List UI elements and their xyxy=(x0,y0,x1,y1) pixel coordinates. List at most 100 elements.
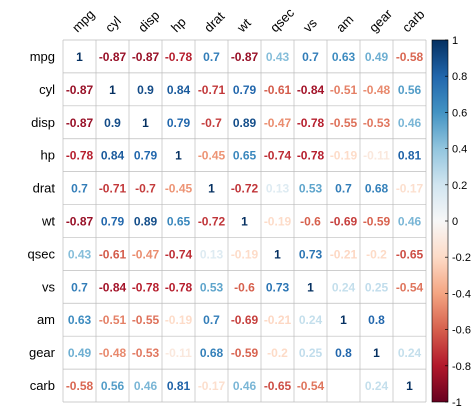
correlation-value-hp-gear: -0.11 xyxy=(363,149,390,163)
matrix-cells: 1 -0.87 -0.87 -0.78 0.7 -0.87 0.43 0.7 0.63 0.49-… xyxy=(66,50,424,393)
correlation-value-gear-am: 0.8 xyxy=(335,346,352,360)
correlation-value-wt-carb: 0.46 xyxy=(398,215,422,229)
correlation-value-qsec-wt: -0.19 xyxy=(231,247,259,261)
correlation-value-cyl-wt: 0.79 xyxy=(233,83,257,97)
correlation-value-carb-hp: 0.81 xyxy=(167,379,191,393)
correlation-value-vs-drat: 0.53 xyxy=(200,280,224,294)
correlation-value-carb-wt: 0.46 xyxy=(233,379,257,393)
correlation-value-disp-wt: 0.89 xyxy=(233,116,257,130)
row-label-wt: wt xyxy=(41,214,55,229)
row-label-qsec: qsec xyxy=(28,246,56,261)
correlation-value-drat-disp: -0.7 xyxy=(135,182,156,196)
matrix-grid xyxy=(62,39,427,403)
column-label-mpg: mpg xyxy=(69,7,97,35)
colorbar-tick-label: 0.8 xyxy=(452,71,467,83)
correlation-value-wt-mpg: -0.87 xyxy=(66,215,94,229)
correlation-value-carb-qsec: -0.65 xyxy=(264,379,292,393)
correlation-value-drat-drat: 1 xyxy=(208,182,215,196)
column-label-am: am xyxy=(333,12,356,35)
correlation-value-gear-hp: -0.11 xyxy=(165,346,192,360)
colorbar-tick-label: 1 xyxy=(452,35,458,47)
correlation-value-hp-wt: 0.65 xyxy=(233,149,257,163)
correlation-value-cyl-drat: -0.71 xyxy=(198,83,226,97)
row-label-hp: hp xyxy=(41,148,55,163)
correlation-value-hp-disp: 0.79 xyxy=(134,149,158,163)
column-label-cyl: cyl xyxy=(102,13,124,35)
correlation-value-drat-mpg: 0.7 xyxy=(71,182,88,196)
correlation-value-disp-am: -0.55 xyxy=(330,116,358,130)
correlation-value-am-mpg: 0.63 xyxy=(68,313,92,327)
correlation-value-qsec-vs: 0.73 xyxy=(299,247,323,261)
correlation-value-disp-hp: 0.79 xyxy=(167,116,191,130)
correlation-value-carb-mpg: -0.58 xyxy=(66,379,94,393)
correlation-value-qsec-hp: -0.74 xyxy=(165,247,193,261)
correlation-value-drat-qsec: 0.13 xyxy=(266,182,290,196)
colorbar-tick-label: 0.4 xyxy=(452,144,467,156)
correlation-value-drat-hp: -0.45 xyxy=(165,182,193,196)
correlation-value-gear-drat: 0.68 xyxy=(200,346,224,360)
correlation-value-hp-mpg: -0.78 xyxy=(66,149,94,163)
correlation-value-vs-disp: -0.78 xyxy=(132,280,160,294)
colorbar-ticks: 1 0.8 0.6 0.4 0.2 0 -0.2 -0.4 -0.6 -0.8 -1 xyxy=(445,35,471,409)
correlation-value-vs-gear: 0.25 xyxy=(365,280,389,294)
correlation-value-qsec-am: -0.21 xyxy=(330,247,358,261)
correlation-value-mpg-disp: -0.87 xyxy=(132,50,160,64)
correlation-value-mpg-mpg: 1 xyxy=(76,50,83,64)
correlation-value-gear-qsec: -0.2 xyxy=(267,346,288,360)
correlation-value-disp-cyl: 0.9 xyxy=(104,116,121,130)
correlation-value-cyl-hp: 0.84 xyxy=(167,83,191,97)
correlation-value-disp-disp: 1 xyxy=(142,116,149,130)
correlation-value-vs-qsec: 0.73 xyxy=(266,280,290,294)
correlation-value-vs-vs: 1 xyxy=(307,280,314,294)
correlation-value-disp-qsec: -0.47 xyxy=(264,116,292,130)
correlation-value-am-wt: -0.69 xyxy=(231,313,259,327)
correlation-value-am-drat: 0.7 xyxy=(203,313,220,327)
correlation-value-vs-carb: -0.54 xyxy=(396,280,424,294)
row-label-disp: disp xyxy=(31,115,55,130)
correlation-value-vs-mpg: 0.7 xyxy=(71,280,88,294)
correlation-value-cyl-mpg: -0.87 xyxy=(66,83,94,97)
row-label-drat: drat xyxy=(33,181,56,196)
correlation-value-gear-carb: 0.24 xyxy=(398,346,422,360)
correlation-value-am-qsec: -0.21 xyxy=(264,313,292,327)
correlation-value-wt-cyl: 0.79 xyxy=(101,215,125,229)
correlation-value-drat-wt: -0.72 xyxy=(231,182,259,196)
correlation-value-am-cyl: -0.51 xyxy=(99,313,127,327)
correlation-value-mpg-gear: 0.49 xyxy=(365,50,389,64)
correlation-value-vs-wt: -0.6 xyxy=(234,280,255,294)
correlation-value-carb-vs: -0.54 xyxy=(297,379,325,393)
correlation-value-cyl-vs: -0.84 xyxy=(297,83,325,97)
correlation-value-wt-am: -0.69 xyxy=(330,215,358,229)
correlation-value-vs-hp: -0.78 xyxy=(165,280,193,294)
colorbar-tick-label: -0.8 xyxy=(452,361,471,373)
correlation-value-cyl-am: -0.51 xyxy=(330,83,358,97)
row-labels: mpg cyl disp hp drat wt qsec vs am gear carb xyxy=(28,49,56,393)
correlation-value-hp-carb: 0.81 xyxy=(398,149,422,163)
correlation-value-am-am: 1 xyxy=(340,313,347,327)
colorbar-tick-label: 0 xyxy=(452,216,458,228)
row-label-gear: gear xyxy=(29,345,56,360)
column-label-hp: hp xyxy=(168,14,189,35)
colorbar-tick-label: -0.6 xyxy=(452,325,471,337)
correlation-value-mpg-carb: -0.58 xyxy=(396,50,424,64)
correlation-value-mpg-qsec: 0.43 xyxy=(266,50,290,64)
correlation-value-disp-carb: 0.46 xyxy=(398,116,422,130)
correlation-value-carb-drat: -0.17 xyxy=(198,379,226,393)
correlation-value-mpg-hp: -0.78 xyxy=(165,50,193,64)
correlation-value-hp-qsec: -0.74 xyxy=(264,149,292,163)
correlation-value-mpg-drat: 0.7 xyxy=(203,50,220,64)
correlation-value-gear-vs: 0.25 xyxy=(299,346,323,360)
correlation-value-qsec-drat: 0.13 xyxy=(200,247,224,261)
correlation-value-qsec-mpg: 0.43 xyxy=(68,247,92,261)
correlation-value-wt-gear: -0.59 xyxy=(363,215,391,229)
row-label-vs: vs xyxy=(42,279,56,294)
correlation-value-qsec-qsec: 1 xyxy=(274,247,281,261)
correlation-value-gear-cyl: -0.48 xyxy=(99,346,127,360)
colorbar-tick-label: 0.2 xyxy=(452,180,467,192)
column-label-qsec: qsec xyxy=(267,5,297,35)
correlation-value-wt-drat: -0.72 xyxy=(198,215,226,229)
correlation-value-wt-wt: 1 xyxy=(241,215,248,229)
correlation-value-drat-carb: -0.17 xyxy=(396,182,424,196)
row-label-cyl: cyl xyxy=(39,82,55,97)
correlation-value-hp-am: -0.19 xyxy=(330,149,358,163)
